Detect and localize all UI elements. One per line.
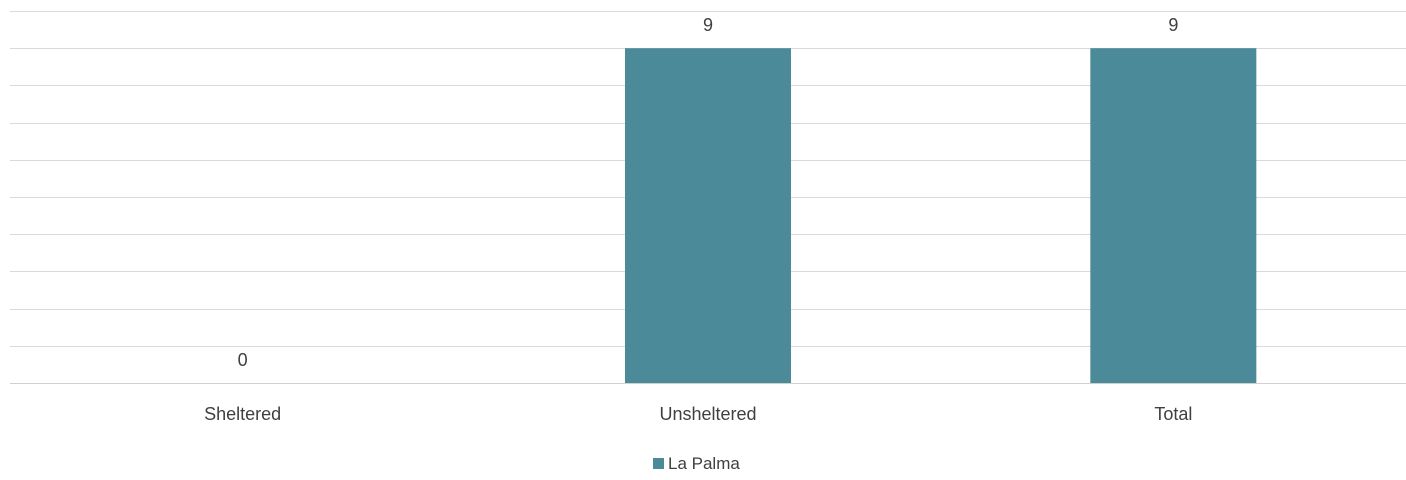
bars bbox=[625, 48, 1257, 383]
legend-swatch bbox=[653, 458, 664, 469]
bar-total bbox=[1090, 48, 1257, 383]
data-label: 9 bbox=[703, 15, 713, 35]
x-tick-label: Total bbox=[1154, 404, 1192, 424]
bar-unsheltered bbox=[625, 48, 791, 383]
x-axis: Sheltered Unsheltered Total bbox=[204, 404, 1192, 424]
x-tick-label: Unsheltered bbox=[659, 404, 756, 424]
legend: La Palma bbox=[653, 454, 740, 473]
data-label: 0 bbox=[238, 350, 248, 370]
data-labels: 0 9 9 bbox=[238, 15, 1179, 370]
data-label: 9 bbox=[1168, 15, 1178, 35]
legend-label: La Palma bbox=[668, 454, 740, 473]
x-tick-label: Sheltered bbox=[204, 404, 281, 424]
